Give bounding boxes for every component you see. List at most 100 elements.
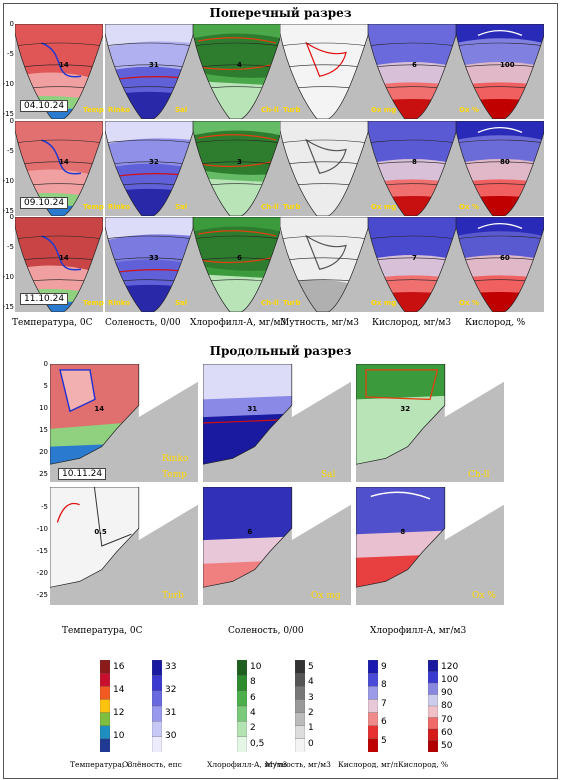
tag-chl: Ch-ll: [261, 203, 279, 211]
cross-date-1: 04.10.24: [20, 100, 69, 112]
long-depth-tick: -20: [36, 569, 48, 577]
cross-caption-3: Хлорофилл-А, мг/м3: [190, 318, 287, 328]
contour-label: 8: [412, 158, 417, 166]
legend-bar-oxygen-pct: [427, 659, 439, 753]
legend-tick-label: 0: [308, 738, 314, 749]
long-depth-tick: 0: [43, 360, 48, 368]
legend-caption-oxygen-mg: Кислород, мг/л: [338, 760, 399, 769]
depth-tick-label: 0: [9, 20, 14, 28]
contour-label: 14: [59, 254, 69, 262]
legend-tick-label: 100: [441, 675, 459, 686]
long-caption-3: Хлорофилл-А, мг/м3: [370, 626, 467, 636]
contour-label: 6: [247, 528, 252, 536]
cross-panel-oxp-2: 80: [456, 121, 544, 216]
longitudinal-section-title: Продольный разрез: [209, 344, 352, 358]
long-depth-tick: 10: [39, 404, 48, 412]
legend-tick-label: 80: [441, 701, 453, 712]
long-caption-2: Соленость, 0/00: [228, 626, 304, 636]
cross-caption-5: Кислород, мг/м3: [372, 318, 452, 328]
legend-bar-temperature: [99, 659, 111, 753]
legend-tick-label: 12: [113, 708, 125, 718]
cross-panel-turb-3: [280, 217, 368, 312]
depth-tick-label: -10: [2, 177, 14, 185]
tag-turb: Turb: [283, 106, 301, 114]
contour-label: 14: [59, 158, 69, 166]
depth-tick-label: -5: [7, 147, 14, 155]
cross-caption-4: Мутность, мг/м3: [280, 318, 360, 328]
contour-label: 14: [94, 405, 104, 413]
tag-rinko: Rinko: [108, 106, 131, 114]
long-panel-sal: 31: [203, 364, 351, 482]
contour-label: 6: [412, 61, 417, 69]
figure-frame: [3, 3, 558, 779]
cross-caption-1: Температура, 0С: [12, 318, 93, 328]
legend-tick-label: 70: [441, 714, 453, 725]
long-tag-turb: Turb: [162, 591, 184, 601]
cross-panel-sal-2: 32: [105, 121, 193, 216]
legend-tick-label: 10: [250, 662, 262, 672]
legend-tick-label: 120: [441, 662, 459, 672]
cross-panel-oxp-3: 60: [456, 217, 544, 312]
depth-tick-label: 0: [9, 213, 14, 221]
tag-oxp: Ox %: [459, 299, 479, 307]
cross-panel-oxp-1: 100: [456, 24, 544, 119]
tag-turb: Turb: [283, 299, 301, 307]
legend-tick-label: 14: [113, 685, 125, 695]
cross-panel-chl-3: 6: [193, 217, 281, 312]
cross-panel-oxmg-2: 8: [368, 121, 456, 216]
cross-caption-2: Соленость, 0/00: [105, 318, 181, 328]
legend-tick-label: 3: [308, 692, 314, 703]
legend-bar-turbidity: [294, 659, 306, 753]
cross-panel-chl-2: 3: [193, 121, 281, 216]
cross-panel-turb-2: [280, 121, 368, 216]
long-depth-tick: -25: [36, 591, 48, 599]
legend-tick-label: 50: [441, 740, 453, 751]
legend-caption-salinity: Солёность, епс: [122, 760, 182, 769]
tag-oxmg: Ox mg: [371, 106, 397, 114]
legend-tick-label: 5: [308, 662, 314, 672]
cross-section-title: Поперечный разрез: [209, 6, 352, 20]
legend-tick-label: 2: [250, 723, 256, 734]
contour-label: 32: [400, 405, 410, 413]
long-tag-oxp: Ox %: [472, 591, 496, 601]
tag-turb: Turb: [283, 203, 301, 211]
contour-label: 31: [247, 405, 257, 413]
legend-caption-temperature: Температура, С: [70, 760, 133, 769]
long-date: 10.11.24: [58, 468, 107, 480]
long-panel-oxp: 8: [356, 487, 504, 605]
long-depth-tick: -10: [36, 525, 48, 533]
contour-label: 31: [149, 61, 159, 69]
legend-caption-chlorophyll: Хлорофилл-А, мг/м3: [207, 760, 288, 769]
cross-date-3: 11.10.24: [20, 293, 69, 305]
long-tag-temp: Temp: [162, 470, 187, 480]
cross-panel-turb-1: [280, 24, 368, 119]
contour-label: 3: [237, 158, 242, 166]
tag-temp: Temp: [83, 299, 104, 307]
long-panel-turb: 0.5: [50, 487, 198, 605]
contour-label: 7: [412, 254, 417, 262]
legend-tick-label: 32: [165, 685, 177, 695]
legend-bar-oxygen-mg: [367, 659, 379, 753]
tag-temp: Temp: [83, 203, 104, 211]
depth-tick-label: -5: [7, 243, 14, 251]
legend-bar-salinity: [151, 659, 163, 753]
long-tag-oxmg: Ox mg: [311, 591, 341, 601]
legend-caption-turbidity: Мутность, мг/м3: [265, 760, 331, 769]
depth-tick-label: -10: [2, 80, 14, 88]
legend-caption-oxygen-pct: Кислород, %: [398, 760, 449, 769]
legend-tick-label: 2: [308, 708, 314, 718]
long-tag-chl: Ch-ll: [468, 470, 490, 480]
contour-label: 32: [149, 158, 159, 166]
contour-label: 100: [500, 61, 515, 69]
contour-label: 8: [400, 528, 405, 536]
cross-panel-oxmg-1: 6: [368, 24, 456, 119]
legend-tick-label: 16: [113, 662, 125, 672]
legend-bar-chlorophyll: [236, 659, 248, 753]
contour-label: 60: [500, 254, 510, 262]
legend-tick-label: 31: [165, 708, 177, 718]
legend-tick-label: 9: [381, 662, 387, 672]
long-depth-tick: 5: [43, 382, 48, 390]
cross-panel-sal-3: 33: [105, 217, 193, 312]
legend-tick-label: 33: [165, 662, 177, 672]
legend-tick-label: 30: [165, 731, 177, 741]
